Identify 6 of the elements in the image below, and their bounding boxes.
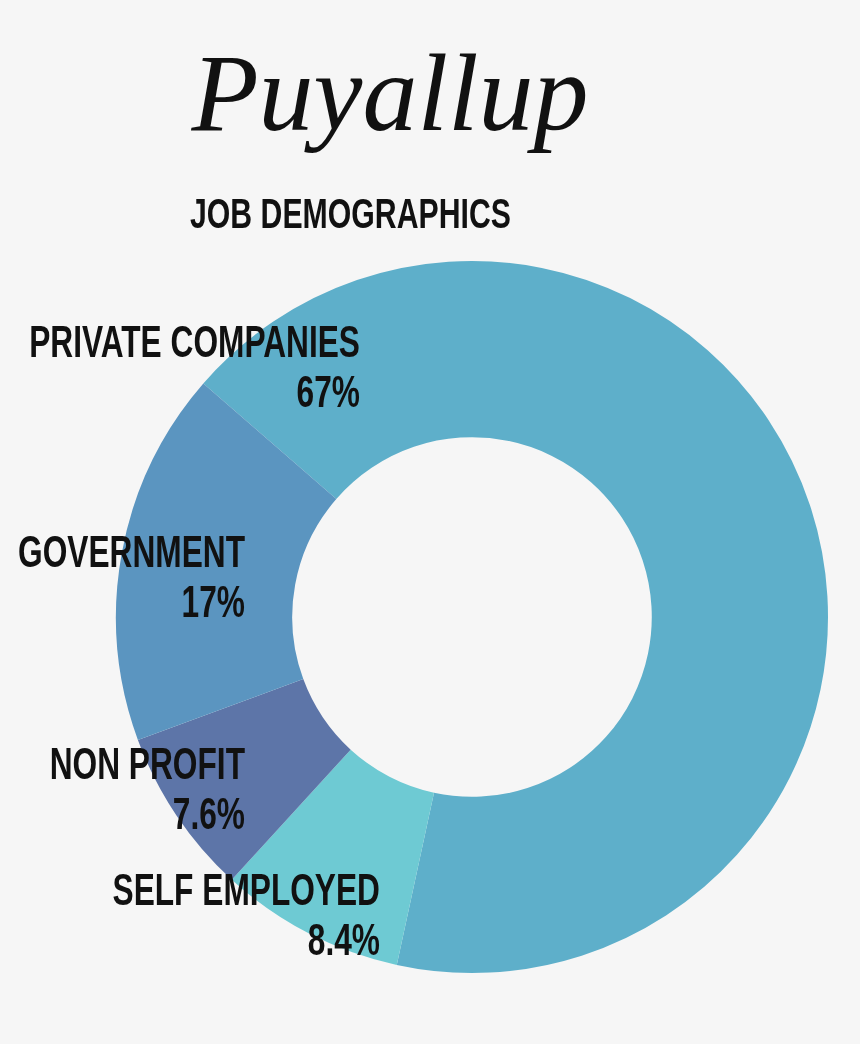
data-label: 67% [296, 366, 360, 417]
data-label: 7.6% [172, 788, 245, 839]
data-label: 8.4% [307, 914, 380, 965]
chart-title: Puyallup [190, 31, 590, 156]
data-label: 17% [181, 576, 245, 627]
chart-subtitle: JOB DEMOGRAPHICS [190, 190, 511, 238]
